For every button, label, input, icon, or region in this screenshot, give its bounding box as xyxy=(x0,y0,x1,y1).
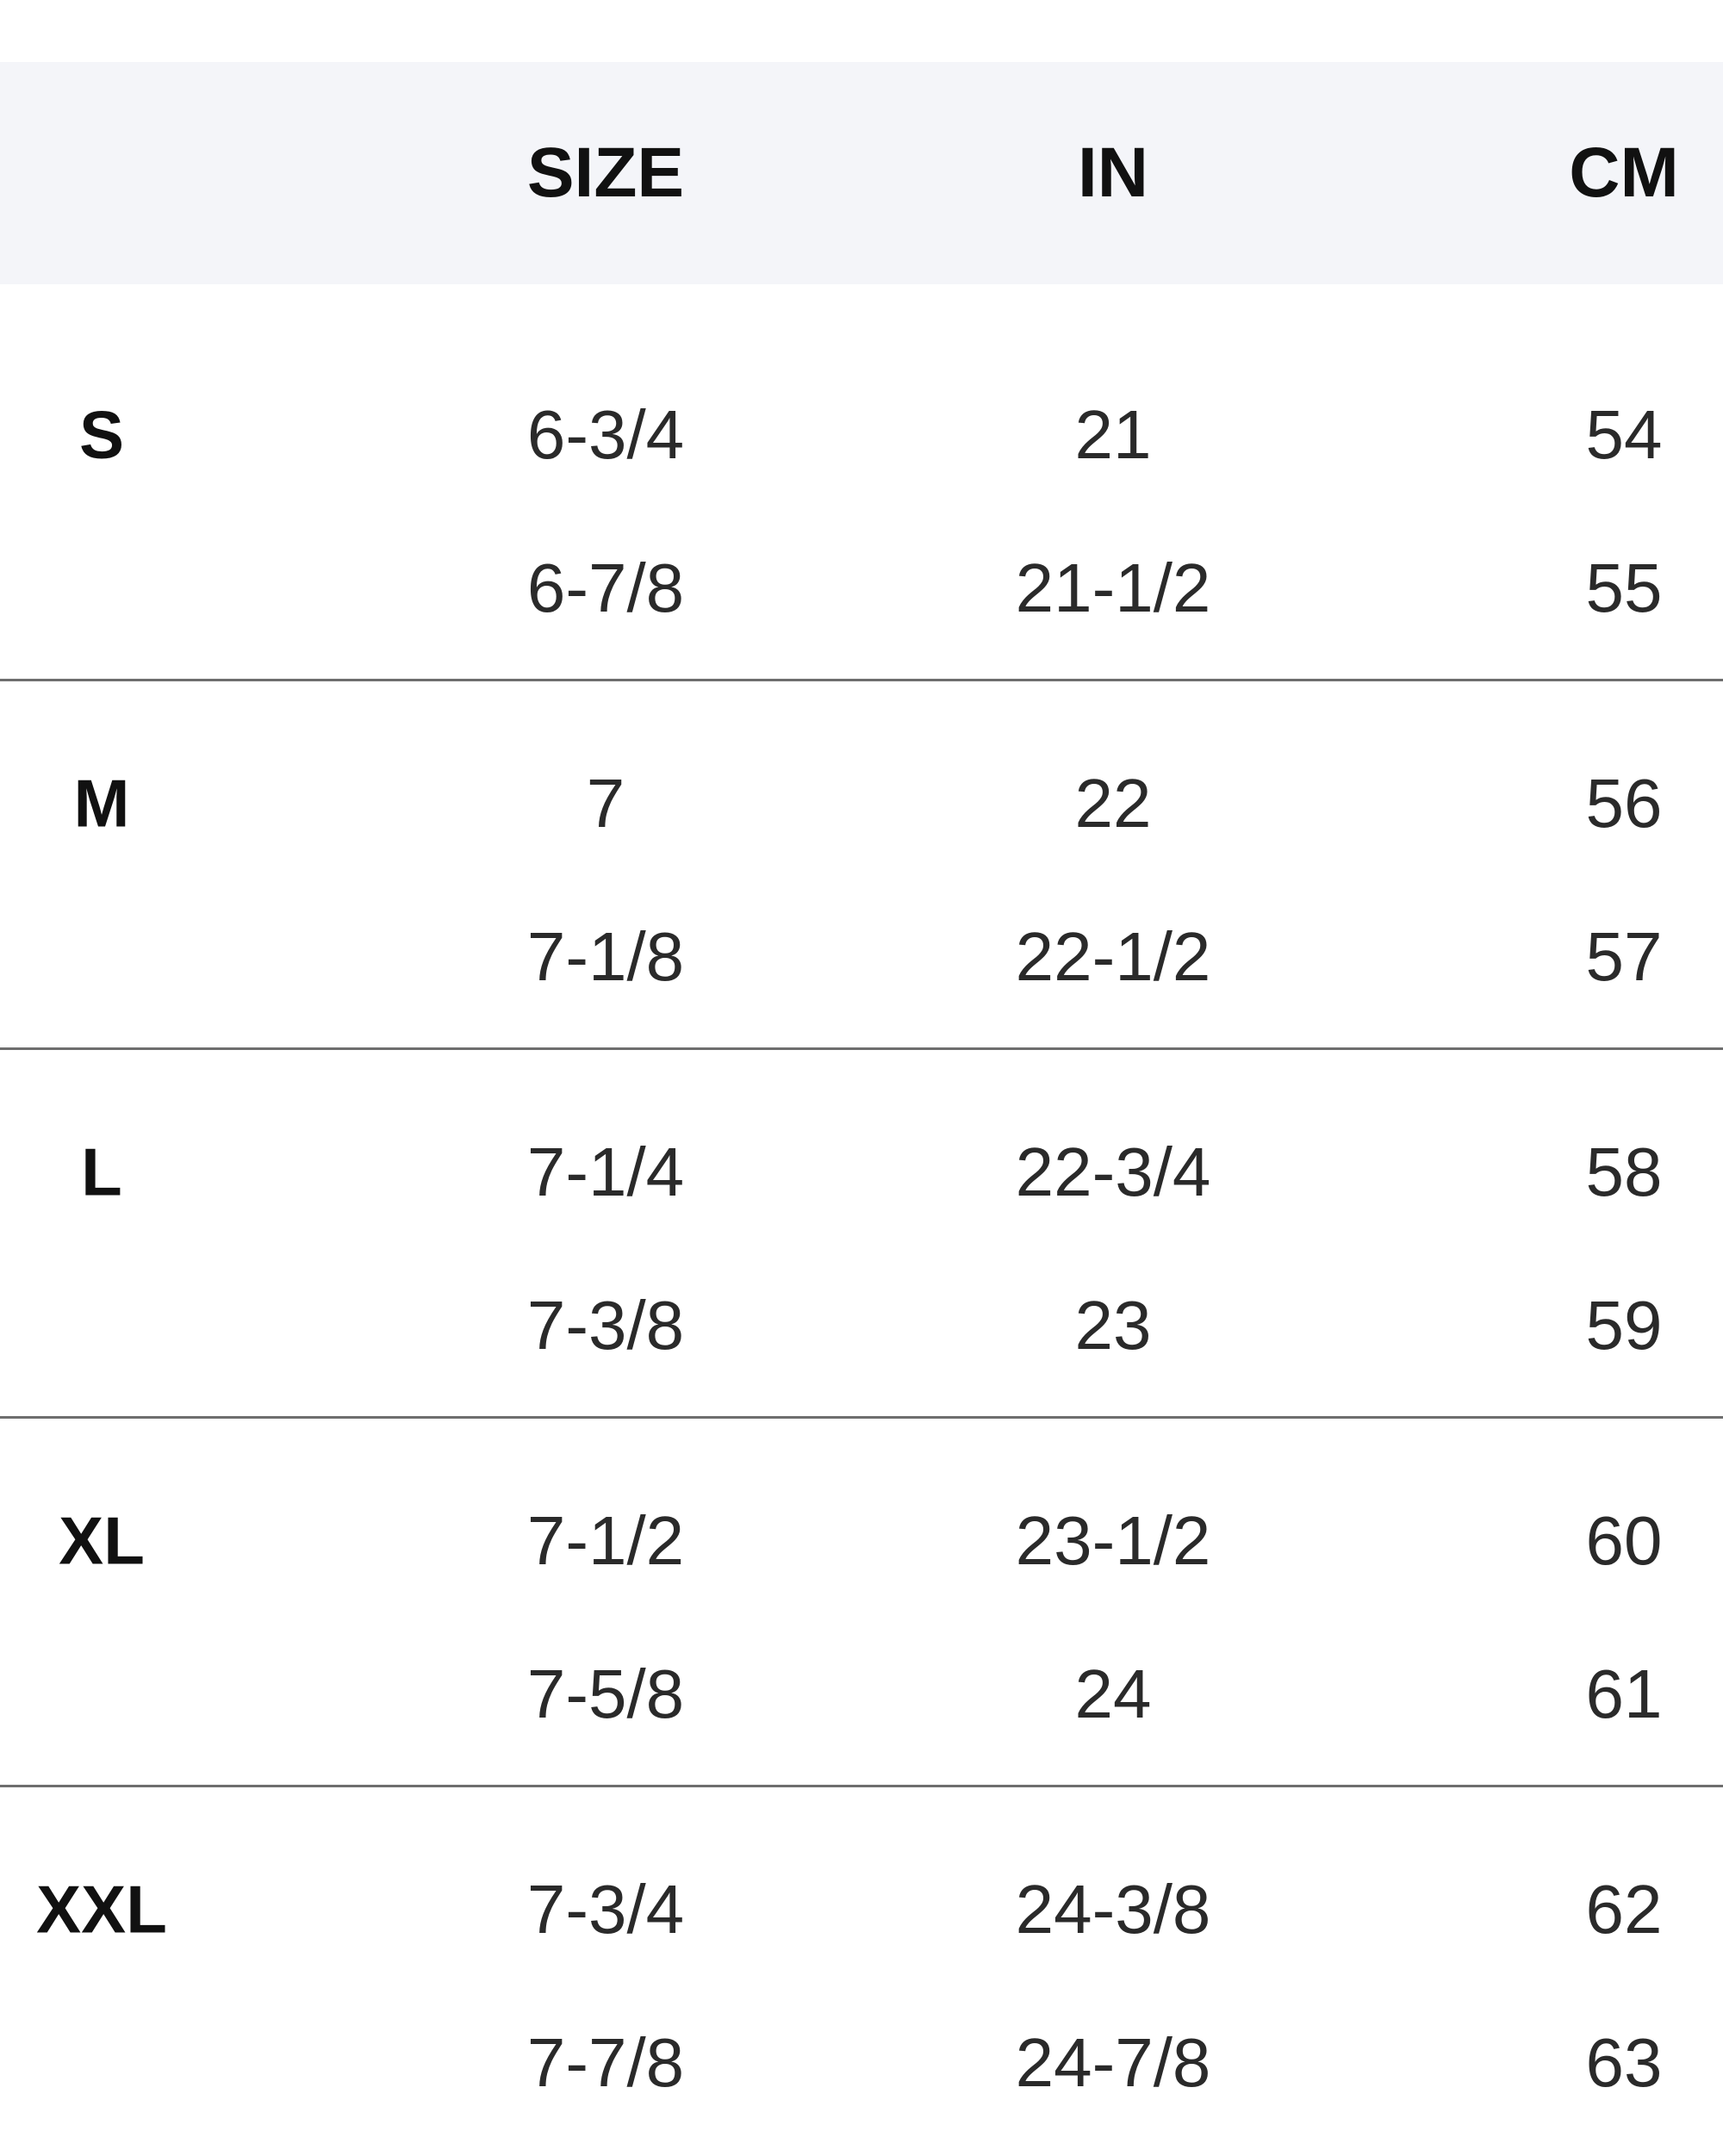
table-body: S 6-3/4 21 54 6-7/8 21-1/2 55 M 7 22 56 7-1/8 22-1/2… xyxy=(0,313,1723,2156)
size-value: 6-3/4 xyxy=(526,396,685,473)
size-value: 7-3/4 xyxy=(526,1871,685,1948)
size-value: 7-7/8 xyxy=(526,2024,685,2101)
size-group: XXL 7-3/4 24-3/8 62 7-7/8 24-7/8 63 xyxy=(0,1787,1723,2156)
cm-value: 60 xyxy=(1585,1502,1663,1579)
cm-value: 56 xyxy=(1585,765,1663,842)
size-label: S xyxy=(78,396,125,473)
size-value: 7 xyxy=(586,765,625,842)
header-in: IN xyxy=(1078,134,1148,212)
in-value: 22-1/2 xyxy=(1015,918,1211,995)
size-label: L xyxy=(81,1134,122,1210)
in-value: 24-3/8 xyxy=(1015,1871,1211,1948)
size-value: 7-3/8 xyxy=(526,1287,685,1364)
size-value: 7-1/4 xyxy=(526,1134,685,1210)
cm-value: 63 xyxy=(1585,2024,1663,2101)
size-label: XL xyxy=(59,1502,145,1579)
size-value: 6-7/8 xyxy=(526,550,685,626)
size-value: 7-1/2 xyxy=(526,1502,685,1579)
size-group: M 7 22 56 7-1/8 22-1/2 57 xyxy=(0,681,1723,1050)
cm-value: 59 xyxy=(1585,1287,1663,1364)
size-value: 7-1/8 xyxy=(526,918,685,995)
size-label: M xyxy=(73,765,130,842)
header-cm: CM xyxy=(1569,134,1679,212)
in-value: 21 xyxy=(1074,396,1152,473)
size-group: XL 7-1/2 23-1/2 60 7-5/8 24 61 xyxy=(0,1419,1723,1787)
cm-value: 58 xyxy=(1585,1134,1663,1210)
in-value: 23 xyxy=(1074,1287,1152,1364)
cm-value: 61 xyxy=(1585,1656,1663,1732)
cm-value: 54 xyxy=(1585,396,1663,473)
in-value: 24-7/8 xyxy=(1015,2024,1211,2101)
in-value: 21-1/2 xyxy=(1015,550,1211,626)
size-value: 7-5/8 xyxy=(526,1656,685,1732)
in-value: 23-1/2 xyxy=(1015,1502,1211,1579)
header-size: SIZE xyxy=(526,134,685,212)
in-value: 22 xyxy=(1074,765,1152,842)
in-value: 22-3/4 xyxy=(1015,1134,1211,1210)
cm-value: 62 xyxy=(1585,1871,1663,1948)
size-label: XXL xyxy=(36,1871,167,1948)
table-header: SIZE IN CM xyxy=(0,62,1723,284)
cm-value: 55 xyxy=(1585,550,1663,626)
cm-value: 57 xyxy=(1585,918,1663,995)
size-group: S 6-3/4 21 54 6-7/8 21-1/2 55 xyxy=(0,313,1723,681)
in-value: 24 xyxy=(1074,1656,1152,1732)
size-group: L 7-1/4 22-3/4 58 7-3/8 23 59 xyxy=(0,1050,1723,1419)
